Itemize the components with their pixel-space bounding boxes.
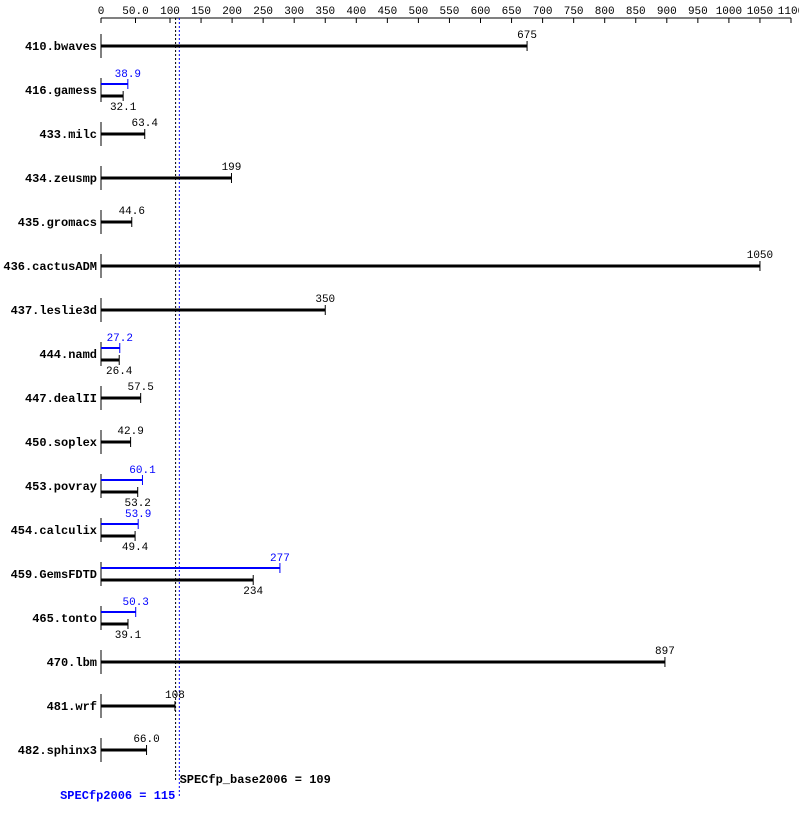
- bench-label: 454.calculix: [11, 524, 97, 538]
- bench-label: 444.namd: [39, 348, 97, 362]
- peak-value-label: 50.3: [123, 597, 149, 609]
- bench-label: 459.GemsFDTD: [11, 568, 97, 582]
- x-tick-label: 1100: [778, 6, 799, 18]
- base-value-label: 108: [165, 690, 185, 702]
- bench-label: 447.dealII: [25, 392, 97, 406]
- x-tick-label: 250: [253, 6, 273, 18]
- x-tick-label: 50.0: [122, 6, 148, 18]
- peak-value-label: 60.1: [129, 465, 156, 477]
- base-value-label: 199: [222, 162, 242, 174]
- bench-label: 436.cactusADM: [3, 260, 97, 274]
- base-value-label: 32.1: [110, 102, 137, 114]
- bench-label: 416.gamess: [25, 84, 97, 98]
- x-tick-label: 0: [98, 6, 105, 18]
- bench-label: 481.wrf: [47, 700, 97, 714]
- base-value-label: 897: [655, 646, 675, 658]
- ref-label-peak: SPECfp2006 = 115: [60, 789, 175, 803]
- base-value-label: 44.6: [119, 206, 145, 218]
- bench-label: 434.zeusmp: [25, 172, 97, 186]
- x-tick-label: 400: [346, 6, 366, 18]
- base-value-label: 234: [243, 586, 263, 598]
- x-tick-label: 450: [377, 6, 397, 18]
- x-tick-label: 750: [564, 6, 584, 18]
- base-value-label: 57.5: [127, 382, 153, 394]
- x-tick-label: 1000: [716, 6, 742, 18]
- base-value-label: 49.4: [122, 542, 149, 554]
- bench-label: 437.leslie3d: [11, 304, 97, 318]
- base-value-label: 42.9: [117, 426, 143, 438]
- x-tick-label: 650: [502, 6, 522, 18]
- x-tick-label: 150: [191, 6, 211, 18]
- spec-benchmark-chart: 0 50.0 100 150 200 250 300 350 400 450 500 550 600 65…: [0, 0, 799, 831]
- bench-label: 433.milc: [39, 128, 97, 142]
- peak-value-label: 27.2: [107, 333, 133, 345]
- x-tick-label: 100: [160, 6, 180, 18]
- x-tick-label: 950: [688, 6, 708, 18]
- bench-label: 410.bwaves: [25, 40, 97, 54]
- x-tick-label: 800: [595, 6, 615, 18]
- x-tick-label: 600: [471, 6, 491, 18]
- bench-label: 465.tonto: [32, 612, 97, 626]
- x-tick-label: 500: [408, 6, 428, 18]
- x-tick-label: 200: [222, 6, 242, 18]
- bench-label: 435.gromacs: [18, 216, 97, 230]
- x-tick-label: 900: [657, 6, 677, 18]
- peak-value-label: 277: [270, 553, 290, 565]
- peak-value-label: 38.9: [115, 69, 141, 81]
- bench-label: 482.sphinx3: [18, 744, 97, 758]
- base-value-label: 63.4: [132, 118, 159, 130]
- bench-label: 450.soplex: [25, 436, 97, 450]
- base-value-label: 350: [315, 294, 335, 306]
- x-tick-label: 1050: [747, 6, 773, 18]
- base-value-label: 66.0: [133, 734, 159, 746]
- bench-label: 470.lbm: [47, 656, 97, 670]
- x-tick-label: 850: [626, 6, 646, 18]
- x-tick-label: 300: [284, 6, 304, 18]
- x-tick-label: 350: [315, 6, 335, 18]
- base-value-label: 675: [517, 30, 537, 42]
- base-value-label: 1050: [747, 250, 773, 262]
- peak-value-label: 53.9: [125, 509, 151, 521]
- ref-label-base: SPECfp_base2006 = 109: [180, 773, 331, 787]
- base-value-label: 26.4: [106, 366, 133, 378]
- x-tick-label: 550: [440, 6, 460, 18]
- bench-label: 453.povray: [25, 480, 97, 494]
- base-value-label: 39.1: [115, 630, 142, 642]
- x-tick-label: 700: [533, 6, 553, 18]
